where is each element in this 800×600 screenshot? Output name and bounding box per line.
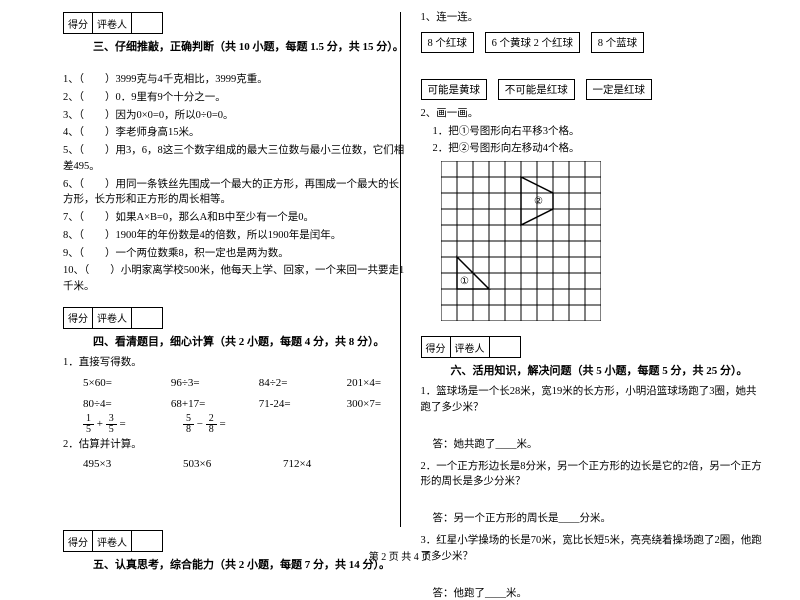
s4-sub1: 1．直接写得数。 <box>63 355 405 371</box>
grid-figure: ②① <box>441 161 763 324</box>
calc: 201×4= <box>347 377 405 389</box>
opts-bot: 可能是黄球 不可能是红球 一定是红球 <box>421 79 763 100</box>
grader-label: 评卷人 <box>93 13 132 33</box>
calc: 495×3 <box>83 458 153 470</box>
q3-9: 9、（ ）一个两位数乘8，积一定也是两为数。 <box>63 246 405 262</box>
q3-5: 5、（ ）用3，6，8这三个数字组成的最大三位数与最小三位数，它们相差495。 <box>63 143 405 175</box>
opt-box: 6 个黄球 2 个红球 <box>485 32 580 53</box>
calc: 503×6 <box>183 458 253 470</box>
calc: 300×7= <box>347 398 405 410</box>
s6-a2: 答：另一个正方形的周长是____分米。 <box>433 510 763 525</box>
calc-row-1: 5×60= 96÷3= 84÷2= 201×4= <box>83 374 405 392</box>
s6-q2: 2．一个正方形边长是8分米，另一个正方形的边长是它的2倍，另一个正方形的周长是多… <box>421 459 763 491</box>
section-4-title: 四、看清题目，细心计算（共 2 小题，每题 4 分，共 8 分）。 <box>93 333 405 349</box>
calc: 71-24= <box>259 398 317 410</box>
q3-6: 6、（ ）用同一条铁丝先围成一个最大的正方形，再围成一个最大的长方形，长方形和正… <box>63 177 405 209</box>
score-blank <box>490 337 520 357</box>
calc-row-3: 495×3 503×6 712×4 <box>83 455 405 473</box>
s6-a1: 答：她共跑了____米。 <box>433 436 763 451</box>
q3-8: 8、（ ）1900年的年份数是4的倍数，所以1900年是闰年。 <box>63 228 405 244</box>
q3-10: 10、（ ）小明家离学校500米，他每天上学、回家，一个来回一共要走1千米。 <box>63 263 405 295</box>
s6-a3: 答：他跑了____米。 <box>433 585 763 600</box>
section-6-title: 六、活用知识，解决问题（共 5 小题，每题 5 分，共 25 分）。 <box>451 362 763 378</box>
opt-box: 不可能是红球 <box>498 79 575 100</box>
svg-text:②: ② <box>534 196 543 207</box>
calc-row-2: 80÷4= 68+17= 71-24= 300×7= <box>83 395 405 413</box>
s5-q2: 2、画一画。 <box>421 106 763 122</box>
column-divider <box>400 12 401 527</box>
page-container: 得分 评卷人 三、仔细推敲，正确判断（共 10 小题，每题 1.5 分，共 15… <box>0 0 800 545</box>
left-column: 得分 评卷人 三、仔细推敲，正确判断（共 10 小题，每题 1.5 分，共 15… <box>55 8 413 545</box>
opt-box: 8 个红球 <box>421 32 474 53</box>
score-blank <box>132 13 162 33</box>
s5-q2a: 1．把①号图形向右平移3个格。 <box>433 124 763 140</box>
grader-label: 评卷人 <box>451 337 490 357</box>
calc: 96÷3= <box>171 377 229 389</box>
grader-label: 评卷人 <box>93 308 132 328</box>
s5-q1: 1、连一连。 <box>421 10 763 26</box>
s6-q1: 1．篮球场是一个长28米，宽19米的长方形，小明沿篮球场跑了3圈，她共跑了多少米… <box>421 384 763 416</box>
opt-box: 一定是红球 <box>586 79 653 100</box>
opt-box: 可能是黄球 <box>421 79 488 100</box>
score-label: 得分 <box>64 308 93 328</box>
calc-row-frac: 15 + 35 = 58 − 28 = <box>83 416 405 434</box>
frac-expr: 15 + 35 = <box>83 414 153 435</box>
section-3-title: 三、仔细推敲，正确判断（共 10 小题，每题 1.5 分，共 15 分）。 <box>93 38 405 54</box>
score-label: 得分 <box>422 337 451 357</box>
calc: 712×4 <box>283 458 353 470</box>
opt-box: 8 个蓝球 <box>591 32 644 53</box>
frac-expr: 58 − 28 = <box>183 414 253 435</box>
q3-4: 4、（ ）李老师身高15米。 <box>63 125 405 141</box>
grid-svg: ②① <box>441 161 601 321</box>
page-footer: 第 2 页 共 4 页 <box>0 548 800 563</box>
right-column: 1、连一连。 8 个红球 6 个黄球 2 个红球 8 个蓝球 可能是黄球 不可能… <box>413 8 771 545</box>
opts-top: 8 个红球 6 个黄球 2 个红球 8 个蓝球 <box>421 32 763 53</box>
score-box-4: 得分 评卷人 <box>63 307 163 329</box>
svg-text:①: ① <box>460 276 469 287</box>
s4-sub2: 2．估算并计算。 <box>63 437 405 453</box>
q3-3: 3、（ ）因为0×0=0，所以0÷0=0。 <box>63 108 405 124</box>
s5-q2b: 2．把②号图形向左移动4个格。 <box>433 141 763 157</box>
score-box-3: 得分 评卷人 <box>63 12 163 34</box>
score-blank <box>132 308 162 328</box>
q3-7: 7、（ ）如果A×B=0，那么A和B中至少有一个是0。 <box>63 210 405 226</box>
calc: 68+17= <box>171 398 229 410</box>
calc: 84÷2= <box>259 377 317 389</box>
score-box-6: 得分 评卷人 <box>421 336 521 358</box>
q3-2: 2、（ ）0．9里有9个十分之一。 <box>63 90 405 106</box>
calc: 80÷4= <box>83 398 141 410</box>
q3-1: 1、（ ）3999克与4千克相比，3999克重。 <box>63 72 405 88</box>
calc: 5×60= <box>83 377 141 389</box>
score-label: 得分 <box>64 13 93 33</box>
